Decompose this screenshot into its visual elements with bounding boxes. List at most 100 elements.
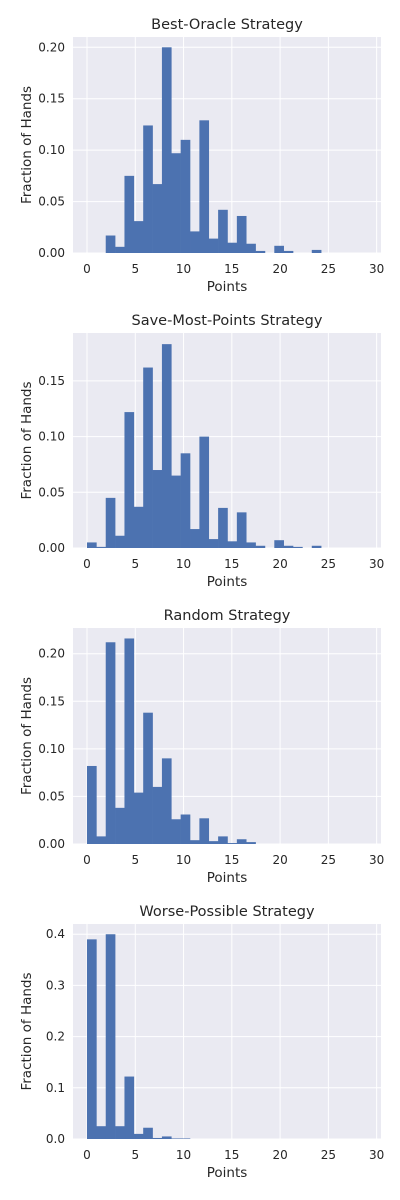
histogram-bar xyxy=(246,243,256,253)
y-tick-label: 0.0 xyxy=(46,1132,65,1146)
x-tick-label: 20 xyxy=(272,557,287,571)
histogram-bar xyxy=(246,842,256,844)
y-tick-label: 0.05 xyxy=(38,195,65,209)
histogram-bar xyxy=(255,250,266,253)
chart-title: Save-Most-Points Strategy xyxy=(132,313,323,329)
x-tick-label: 15 xyxy=(224,853,239,867)
y-tick-label: 0.15 xyxy=(38,92,65,106)
x-tick-label: 20 xyxy=(272,853,287,867)
histogram-bar xyxy=(152,1137,163,1139)
x-tick-label: 5 xyxy=(131,1148,139,1162)
histogram-bar xyxy=(96,836,107,844)
histogram-bar xyxy=(133,1133,144,1139)
chart-title: Worse-Possible Strategy xyxy=(139,904,315,920)
x-tick-label: 30 xyxy=(369,262,384,276)
histogram-bar xyxy=(133,221,144,253)
x-tick-label: 10 xyxy=(176,557,191,571)
histogram-bar xyxy=(105,235,116,253)
histogram-bar xyxy=(311,545,322,548)
histogram-bar xyxy=(171,1138,181,1139)
histogram-bar xyxy=(105,642,116,844)
histogram-bar xyxy=(236,512,247,548)
histogram-bar xyxy=(227,541,238,548)
x-tick-label: 0 xyxy=(83,1148,91,1162)
histogram-bar xyxy=(143,367,153,548)
histogram-bar xyxy=(124,638,135,844)
x-tick-label: 10 xyxy=(176,853,191,867)
x-tick-label: 0 xyxy=(83,557,91,571)
histogram-bar xyxy=(143,125,153,253)
histogram-bar xyxy=(227,843,238,844)
x-tick-label: 0 xyxy=(83,853,91,867)
histogram-bar xyxy=(227,242,238,253)
histogram-bar xyxy=(218,836,228,844)
histogram-bar xyxy=(199,818,210,844)
histogram-bar xyxy=(255,545,266,548)
histogram-bar xyxy=(115,807,125,844)
y-axis-label: Fraction of Hands xyxy=(19,972,35,1090)
histogram-bar xyxy=(87,765,97,844)
histogram-bar xyxy=(105,497,116,548)
chart-title: Best-Oracle Strategy xyxy=(151,17,303,33)
histogram-bar xyxy=(274,540,284,548)
histogram-bar xyxy=(87,542,97,548)
histogram-bar xyxy=(171,819,181,844)
histogram-bar xyxy=(124,412,135,548)
chart-title: Random Strategy xyxy=(164,608,291,624)
histogram-bar xyxy=(161,47,172,254)
x-axis-label: Points xyxy=(207,279,248,295)
y-tick-label: 0.15 xyxy=(38,694,65,708)
histogram-bar xyxy=(246,542,256,548)
x-axis-label: Points xyxy=(207,870,248,886)
histogram-bar xyxy=(180,139,191,253)
y-tick-label: 0.20 xyxy=(38,40,65,54)
y-axis-label: Fraction of Hands xyxy=(19,381,35,499)
histogram-bar xyxy=(218,507,228,548)
y-tick-label: 0.15 xyxy=(38,374,65,388)
histogram-bar xyxy=(199,120,210,253)
y-tick-label: 0.05 xyxy=(38,789,65,803)
chart-panel: 0 5 10 15 20 25 30 0.00 0.05 0.10 0.15 0.20 Points Fr… xyxy=(19,608,384,886)
y-tick-label: 0.4 xyxy=(46,927,65,941)
histogram-bar xyxy=(283,545,294,548)
histogram-bar xyxy=(208,238,219,253)
histogram-bar xyxy=(115,535,125,548)
histogram-bar xyxy=(190,840,200,844)
y-tick-label: 0.3 xyxy=(46,978,65,992)
histogram-bar xyxy=(180,453,191,548)
x-tick-label: 5 xyxy=(131,262,139,276)
histogram-bar xyxy=(190,529,200,548)
histogram-bar xyxy=(133,792,144,844)
histogram-bar xyxy=(161,1136,172,1139)
histogram-bar xyxy=(171,475,181,548)
histogram-bar xyxy=(96,546,107,548)
y-tick-label: 0.10 xyxy=(38,143,65,157)
histogram-bar xyxy=(143,712,153,844)
histogram-bar xyxy=(133,506,144,548)
histogram-bar xyxy=(190,231,200,253)
histogram-bar xyxy=(311,249,322,253)
histogram-bar xyxy=(208,539,219,548)
x-tick-label: 30 xyxy=(369,557,384,571)
x-tick-label: 10 xyxy=(176,262,191,276)
x-axis-label: Points xyxy=(207,574,248,590)
histogram-bar xyxy=(152,470,163,548)
chart-panel: 0 5 10 15 20 25 30 0.0 0.1 0.2 0.3 0.4 Points Fractio… xyxy=(19,904,384,1181)
plot-area xyxy=(73,924,381,1139)
x-tick-label: 20 xyxy=(272,1148,287,1162)
histogram-bar xyxy=(124,175,135,253)
x-tick-label: 25 xyxy=(321,1148,336,1162)
histogram-bar xyxy=(115,246,125,253)
x-tick-label: 20 xyxy=(272,262,287,276)
x-tick-label: 25 xyxy=(321,853,336,867)
histogram-bar xyxy=(218,209,228,253)
histogram-bar xyxy=(180,814,191,844)
y-tick-label: 0.00 xyxy=(38,837,65,851)
histogram-bar xyxy=(236,839,247,844)
y-tick-label: 0.10 xyxy=(38,430,65,444)
histogram-bar xyxy=(180,1138,191,1139)
y-tick-label: 0.05 xyxy=(38,485,65,499)
histogram-bar xyxy=(293,546,303,548)
histogram-bar xyxy=(199,436,210,548)
